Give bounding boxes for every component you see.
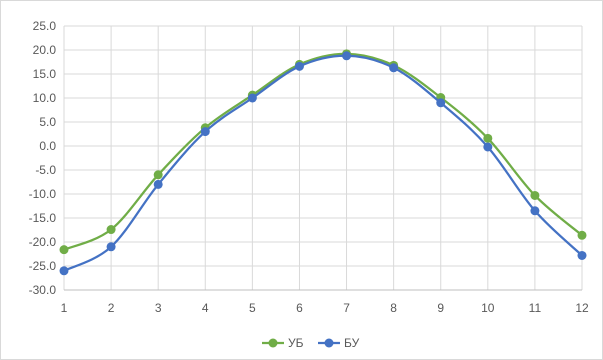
data-point: [107, 242, 116, 251]
legend-item: БУ: [318, 336, 360, 350]
y-tick-label: 20.0: [33, 43, 57, 57]
x-tick-label: 9: [437, 301, 444, 315]
data-point: [578, 231, 587, 240]
y-tick-label: -15.0: [29, 211, 57, 225]
data-point: [436, 98, 445, 107]
y-axis-tick-labels: 25.0 20.0 15.0 10.0 5.0 0.0 -5.0 -10.0 -15.0 -20.…: [29, 19, 57, 297]
y-tick-label: 25.0: [33, 19, 57, 33]
x-tick-label: 2: [108, 301, 115, 315]
x-tick-label: 12: [575, 301, 589, 315]
y-tick-label: -30.0: [29, 283, 57, 297]
data-point: [295, 62, 304, 71]
data-point: [483, 142, 492, 151]
legend-label: УБ: [288, 336, 304, 350]
x-axis-tick-labels: 1 2 3 4 5 6 7 8 9 10 11 12: [61, 301, 589, 315]
data-point: [578, 251, 587, 260]
data-point: [154, 180, 163, 189]
series-line: [64, 56, 582, 271]
y-tick-label: 0.0: [39, 139, 56, 153]
y-tick-label: -20.0: [29, 235, 57, 249]
y-tick-label: -5.0: [35, 163, 56, 177]
x-tick-label: 8: [390, 301, 397, 315]
x-tick-label: 7: [343, 301, 350, 315]
series-line: [64, 54, 582, 250]
data-point: [248, 94, 257, 103]
y-tick-label: 10.0: [33, 91, 57, 105]
y-tick-label: -25.0: [29, 259, 57, 273]
data-point: [483, 134, 492, 143]
legend-dot-marker: [325, 339, 334, 348]
y-tick-label: 15.0: [33, 67, 57, 81]
plot-series: [60, 49, 587, 275]
data-point: [60, 245, 69, 254]
legend-dot-marker: [269, 339, 278, 348]
x-tick-label: 1: [61, 301, 68, 315]
data-point: [201, 127, 210, 136]
data-point: [342, 51, 351, 60]
legend-item: УБ: [262, 336, 304, 350]
data-point: [60, 266, 69, 275]
legend-label: БУ: [344, 336, 360, 350]
series-ub: [60, 49, 587, 254]
data-point: [389, 63, 398, 72]
data-point: [107, 225, 116, 234]
data-point: [530, 206, 539, 215]
x-tick-label: 6: [296, 301, 303, 315]
legend: УБ БУ: [262, 336, 360, 350]
x-tick-label: 4: [202, 301, 209, 315]
x-tick-label: 5: [249, 301, 256, 315]
x-tick-label: 11: [529, 301, 542, 315]
y-tick-label: -10.0: [29, 187, 57, 201]
data-point: [530, 191, 539, 200]
data-point: [154, 170, 163, 179]
x-tick-label: 10: [481, 301, 495, 315]
y-tick-label: 5.0: [39, 115, 56, 129]
x-tick-label: 3: [155, 301, 162, 315]
